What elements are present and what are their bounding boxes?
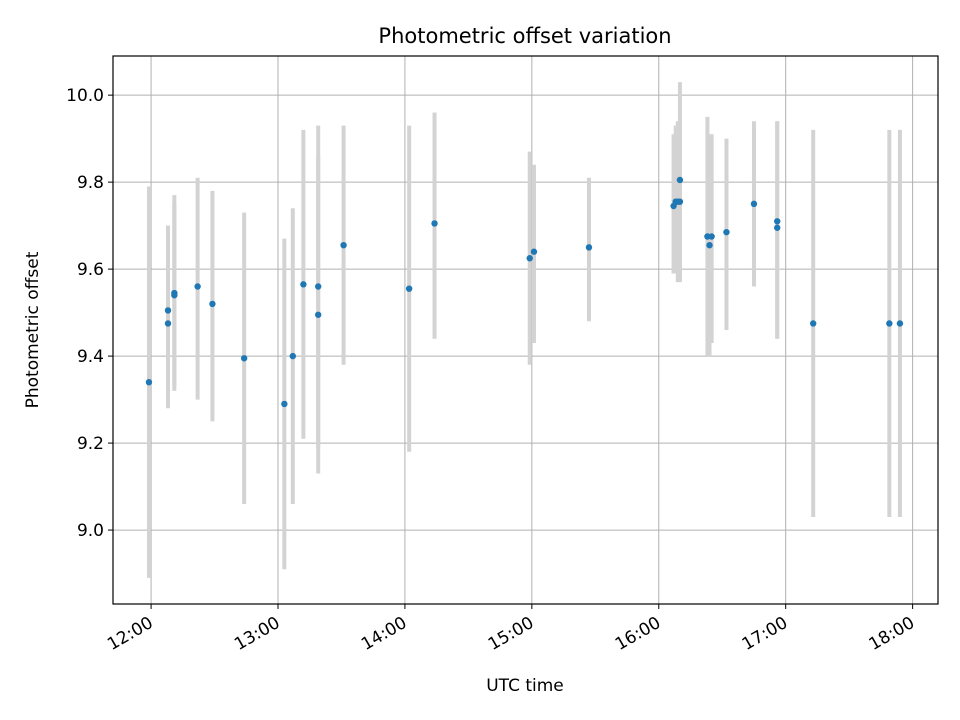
y-axis: 9.0 9.2 9.4 9.6 9.8 10.0 (66, 86, 113, 541)
data-point (240, 355, 248, 362)
grid (113, 56, 938, 604)
data-point (676, 176, 684, 184)
data-point (314, 283, 322, 290)
data-point (896, 320, 904, 327)
y-tick-label: 9.2 (77, 434, 104, 454)
data-point (676, 198, 684, 205)
data-point (171, 292, 178, 299)
y-tick-label: 9.6 (77, 260, 104, 280)
data-point (723, 228, 730, 236)
data-point (314, 311, 322, 318)
y-axis-title: Photometric offset (23, 251, 43, 408)
y-tick-label: 10.0 (66, 86, 104, 106)
data-point (209, 300, 216, 308)
data-point (526, 255, 533, 262)
data-point (164, 320, 172, 327)
data-point (706, 241, 713, 249)
data-points (145, 176, 904, 408)
data-point (585, 244, 593, 251)
data-point (300, 281, 307, 288)
data-point (431, 220, 438, 227)
y-tick-label: 9.4 (77, 347, 104, 367)
plot-frame (112, 55, 939, 605)
data-point (194, 283, 201, 290)
data-point (809, 320, 817, 327)
data-point (340, 241, 347, 249)
data-point (164, 307, 172, 314)
y-tick-label: 9.0 (77, 521, 104, 541)
y-tick-label: 9.8 (77, 173, 104, 193)
data-point (530, 248, 538, 255)
data-point (774, 218, 781, 225)
data-point (289, 352, 297, 360)
chart-title: Photometric offset variation (378, 24, 671, 48)
data-point (145, 378, 153, 386)
data-point (774, 224, 781, 231)
data-point (405, 285, 413, 292)
data-point (750, 200, 758, 208)
data-point (708, 233, 715, 240)
data-point (281, 400, 288, 408)
x-axis-title: UTC time (486, 676, 564, 696)
data-point (886, 320, 893, 327)
